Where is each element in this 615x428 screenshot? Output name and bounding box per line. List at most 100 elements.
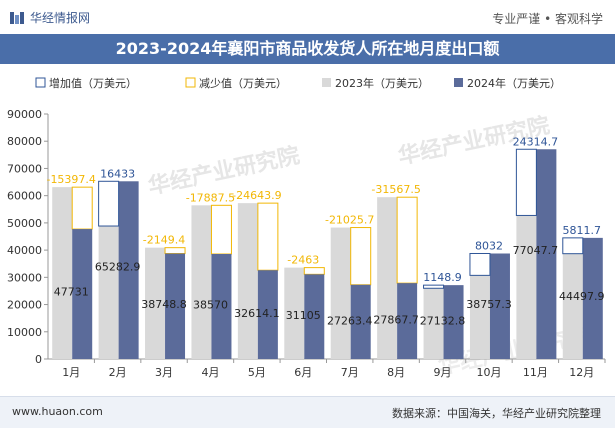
legend-swatch	[322, 78, 331, 87]
data-source: 数据来源：中国海关，华经产业研究院整理	[392, 407, 601, 420]
bar-2024	[582, 237, 603, 359]
value-label-2024: 31105	[286, 309, 321, 322]
value-label-2024: 27132.8	[420, 315, 466, 328]
y-tick-label: 40000	[7, 244, 42, 257]
y-tick-label: 90000	[7, 108, 42, 121]
x-tick-label: 2月	[109, 366, 127, 379]
x-tick-label: 6月	[294, 366, 312, 379]
change-box-decrease	[257, 202, 279, 271]
bar-2024	[489, 253, 510, 359]
change-box-increase	[423, 284, 445, 289]
value-label-2024: 38748.8	[141, 298, 187, 311]
change-label: 8032	[475, 239, 503, 252]
change-label: -2149.4	[143, 234, 185, 247]
change-box-decrease	[164, 247, 186, 255]
change-label: -15397.4	[46, 173, 95, 186]
bar-2023	[237, 203, 258, 359]
bar-2024	[397, 283, 418, 359]
bar-2024	[257, 270, 278, 359]
bar-2023	[330, 227, 351, 359]
change-box-increase	[562, 237, 584, 255]
change-box-decrease	[71, 186, 93, 230]
x-tick-label: 10月	[476, 366, 501, 379]
change-label: -17887.5	[186, 191, 235, 204]
value-label-2024: 38757.3	[466, 298, 512, 311]
change-label: -21025.7	[325, 214, 374, 227]
change-box-decrease	[396, 196, 418, 284]
y-tick-label: 20000	[7, 299, 42, 312]
legend-label: 减少值（万美元）	[199, 77, 287, 90]
change-label: 1148.9	[423, 271, 462, 284]
y-tick-label: 70000	[7, 162, 42, 175]
bar-2024	[304, 274, 325, 359]
value-label-2024: 47731	[54, 285, 89, 298]
change-box-increase	[469, 252, 491, 276]
legend-swatch	[185, 77, 196, 88]
value-label-2024: 77047.7	[513, 244, 559, 257]
change-label: -31567.5	[371, 183, 420, 196]
bar-2023	[469, 275, 490, 359]
value-label-2024: 32614.1	[234, 307, 280, 320]
bar-2023	[562, 253, 583, 359]
legend-label: 2024年（万美元）	[467, 76, 561, 90]
change-box-increase	[515, 148, 537, 216]
brand-name: 华经情报网	[30, 11, 91, 25]
change-label: 24314.7	[513, 135, 559, 148]
y-tick-label: 60000	[7, 190, 42, 203]
bar-2023	[423, 288, 444, 359]
change-box-decrease	[210, 204, 232, 255]
x-tick-label: 5月	[248, 366, 266, 379]
legend-label: 增加值（万美元）	[49, 76, 137, 90]
change-box-increase	[98, 180, 120, 227]
bar-2023	[191, 205, 212, 359]
x-tick-label: 9月	[434, 366, 452, 379]
bar-2023	[377, 197, 398, 359]
y-tick-label: 80000	[7, 135, 42, 148]
y-tick-label: 0	[35, 353, 42, 366]
x-tick-label: 1月	[62, 366, 80, 379]
x-tick-label: 3月	[155, 366, 173, 379]
chart-title: 2023-2024年襄阳市商品收发货人所在地月度出口额	[0, 34, 615, 64]
bar-2024	[211, 254, 232, 359]
change-label: -24643.9	[232, 189, 281, 202]
value-label-2024: 44497.9	[559, 290, 605, 303]
change-label: 16433	[100, 167, 135, 180]
bar-2024	[72, 229, 93, 359]
change-box-decrease	[350, 227, 372, 286]
value-label-2024: 38570	[193, 298, 228, 311]
x-tick-label: 8月	[387, 366, 405, 379]
legend-label: 2023年（万美元）	[335, 76, 429, 90]
tagline: 专业严谨 • 客观科学	[492, 12, 603, 26]
value-label-2024: 27867.7	[373, 314, 419, 327]
value-label-2024: 27263.4	[327, 314, 373, 327]
bar-2023	[516, 215, 537, 359]
bar-2023	[52, 187, 73, 359]
value-label-2024: 65282.9	[95, 261, 141, 274]
bar-2024	[165, 253, 186, 359]
change-label: 5811.7	[563, 224, 602, 237]
y-tick-label: 50000	[7, 217, 42, 230]
top-bar: 华经情报网 专业严谨 • 客观科学	[0, 0, 615, 34]
y-tick-label: 10000	[7, 326, 42, 339]
x-tick-label: 12月	[569, 366, 594, 379]
bar-2023	[145, 247, 166, 359]
bar-2024	[350, 284, 371, 359]
bar-2024	[536, 149, 557, 359]
brand: 华经情报网	[10, 9, 90, 26]
change-box-decrease	[303, 267, 325, 275]
bar-2023	[98, 226, 119, 359]
bar-2024	[118, 181, 139, 359]
brand-logo-icon	[10, 11, 24, 24]
footer: www.huaon.com 数据来源：中国海关，华经产业研究院整理	[0, 396, 615, 428]
website-link[interactable]: www.huaon.com	[12, 405, 103, 418]
legend-swatch	[35, 77, 46, 88]
bar-2023	[284, 267, 305, 359]
y-tick-label: 30000	[7, 271, 42, 284]
change-label: -2463	[287, 254, 319, 267]
legend-swatch	[454, 78, 463, 87]
x-tick-label: 4月	[201, 366, 219, 379]
x-tick-label: 11月	[523, 366, 548, 379]
bar-2024	[443, 285, 464, 359]
x-tick-label: 7月	[341, 366, 359, 379]
